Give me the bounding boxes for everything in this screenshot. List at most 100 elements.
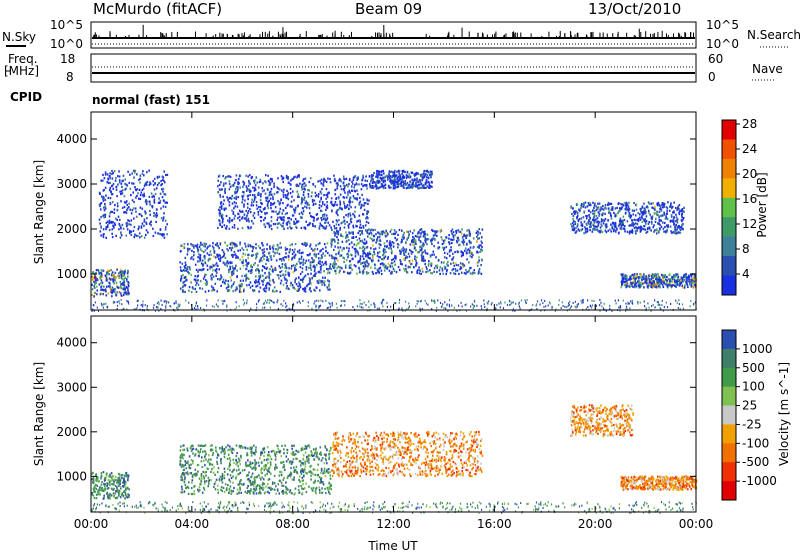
echo-cell xyxy=(614,221,617,225)
echo-cell xyxy=(673,201,675,204)
echo-cell xyxy=(258,275,260,278)
noise-cell xyxy=(378,307,380,310)
echo-cell xyxy=(276,273,279,277)
echo-cell xyxy=(465,269,467,272)
echo-cell xyxy=(231,194,234,198)
noise-cell xyxy=(435,309,437,312)
echo-cell xyxy=(350,263,352,266)
echo-cell xyxy=(217,179,220,182)
echo-cell xyxy=(142,194,144,197)
echo-cell xyxy=(600,223,602,226)
echo-cell xyxy=(286,212,288,215)
echo-cell xyxy=(366,261,369,264)
echo-cell xyxy=(570,206,572,209)
echo-cell xyxy=(476,250,478,253)
echo-cell xyxy=(391,249,393,253)
echo-cell xyxy=(230,197,233,201)
noise-cell xyxy=(368,306,370,309)
echo-cell xyxy=(299,182,301,185)
noise-cell xyxy=(344,300,346,303)
echo-cell xyxy=(405,250,407,253)
echo-cell xyxy=(433,245,435,248)
echo-cell xyxy=(233,197,236,200)
echo-cell xyxy=(271,180,274,183)
echo-cell xyxy=(585,214,587,218)
echo-cell xyxy=(457,229,460,232)
echo-cell xyxy=(95,272,98,275)
echo-cell xyxy=(468,239,471,242)
noise-cell xyxy=(328,301,330,304)
echo-cell xyxy=(336,209,339,212)
echo-cell xyxy=(199,280,202,283)
echo-cell xyxy=(145,229,148,232)
echo-cell xyxy=(91,293,93,297)
echo-cell xyxy=(279,274,282,277)
echo-cell xyxy=(419,180,422,183)
echo-cell xyxy=(269,247,272,251)
echo-cell xyxy=(314,191,317,194)
echo-cell xyxy=(326,195,329,199)
echo-cell xyxy=(298,260,300,263)
echo-cell xyxy=(463,271,466,275)
echo-cell xyxy=(419,228,421,231)
echo-cell xyxy=(197,283,200,286)
echo-cell xyxy=(421,176,424,179)
echo-cell xyxy=(414,179,416,182)
echo-cell xyxy=(411,251,414,254)
echo-cell xyxy=(465,234,468,237)
echo-cell xyxy=(153,200,156,203)
echo-cell xyxy=(456,251,459,254)
echo-cell xyxy=(391,181,393,185)
echo-cell xyxy=(153,198,156,201)
echo-cell xyxy=(468,230,471,234)
echo-cell xyxy=(397,185,400,188)
echo-cell xyxy=(269,284,272,287)
echo-cell xyxy=(162,216,165,219)
echo-cell xyxy=(137,192,139,195)
echo-cell xyxy=(366,179,369,183)
echo-cell xyxy=(367,263,370,266)
echo-cell xyxy=(257,280,260,284)
noise-cell xyxy=(582,301,584,304)
echo-cell xyxy=(353,214,356,217)
echo-cell xyxy=(247,262,249,266)
echo-cell xyxy=(113,276,115,279)
echo-cell xyxy=(436,264,439,267)
echo-cell xyxy=(448,248,451,252)
noise-cell xyxy=(519,307,521,310)
echo-cell xyxy=(433,237,436,240)
echo-cell xyxy=(370,247,372,250)
echo-cell xyxy=(186,265,189,268)
echo-cell xyxy=(107,178,110,181)
echo-cell xyxy=(297,285,299,288)
echo-cell xyxy=(477,272,480,275)
echo-cell xyxy=(300,257,303,260)
echo-cell xyxy=(336,182,339,185)
echo-cell xyxy=(162,199,165,202)
echo-cell xyxy=(104,198,107,201)
echo-cell xyxy=(626,281,629,285)
echo-cell xyxy=(434,233,436,237)
echo-cell xyxy=(186,243,189,246)
echo-cell xyxy=(241,210,244,213)
echo-cell xyxy=(398,172,400,175)
noise-cell xyxy=(518,305,520,308)
echo-cell xyxy=(223,207,225,210)
echo-cell xyxy=(421,251,424,254)
echo-cell xyxy=(254,196,257,199)
echo-cell xyxy=(263,207,266,211)
echo-cell xyxy=(284,273,287,276)
noise-cell xyxy=(681,303,684,306)
echo-cell xyxy=(469,232,472,236)
echo-cell xyxy=(128,220,131,223)
noise-cell xyxy=(200,307,202,310)
echo-cell xyxy=(624,280,626,284)
echo-cell xyxy=(454,234,456,237)
echo-cell xyxy=(305,259,307,262)
echo-cell xyxy=(673,231,676,234)
noise-cell xyxy=(499,301,502,304)
echo-cell xyxy=(363,248,366,251)
echo-cell xyxy=(643,212,645,215)
echo-cell xyxy=(414,255,416,258)
noise-cell xyxy=(116,304,119,307)
